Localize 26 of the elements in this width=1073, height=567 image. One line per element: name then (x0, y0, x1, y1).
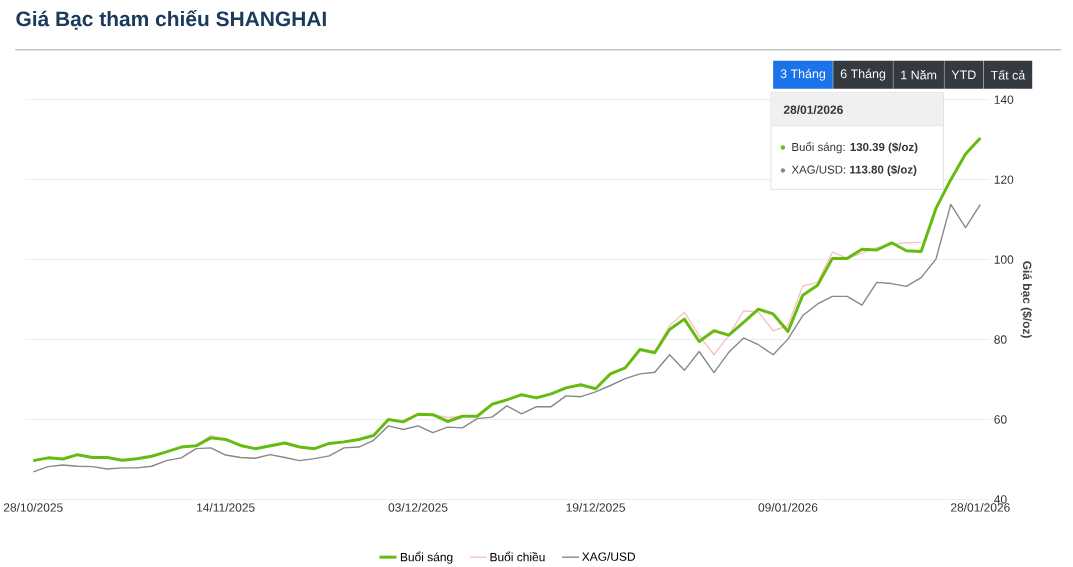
text: Tất cả (990, 69, 1026, 80)
x-tick-label: 19/12/2025 (566, 502, 626, 512)
x-tick-label: 09/01/2026 (758, 502, 818, 512)
y-tick-label: 60 (994, 415, 1007, 424)
y-tick-label: 100 (994, 255, 1014, 264)
y-axis-title: Giá bạc ($/oz) (1020, 261, 1032, 338)
chart-title: Giá Bạc tham chiếu SHANGHAI (16, 9, 326, 30)
legend-label: XAG/USD (582, 551, 636, 561)
y-tick-label: 140 (994, 95, 1014, 104)
x-tick-label: 14/11/2025 (197, 502, 255, 512)
text: 1 Năm (901, 69, 937, 80)
annotation: XAG/USD: 113.80 ($/oz) (791, 164, 917, 176)
y-tick-label: 120 (994, 175, 1014, 184)
x-tick-label: 03/12/2025 (388, 502, 448, 512)
legend-label: Buổi chiều (490, 551, 545, 562)
annotation: Buổi sáng: 130.39 ($/oz) (792, 141, 918, 154)
text: YTD (951, 70, 976, 79)
y-tick-label: 80 (994, 335, 1007, 344)
line-series (32, 203, 982, 473)
x-tick-label: 28/01/2026 (951, 502, 1010, 512)
text: 3 Tháng (780, 68, 826, 81)
x-tick-label: 28/10/2025 (3, 502, 63, 512)
annotation: 28/01/2026 (783, 105, 843, 114)
y-tick-label: 40 (994, 495, 1007, 504)
text: 6 Tháng (840, 68, 886, 81)
legend-label: Buổi sáng (400, 551, 453, 564)
